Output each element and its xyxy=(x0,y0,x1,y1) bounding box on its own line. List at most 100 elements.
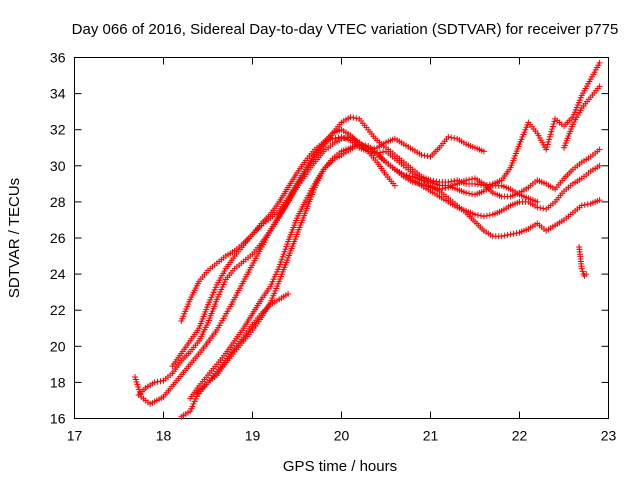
data-point xyxy=(480,213,487,220)
y-tick-label: 24 xyxy=(50,266,66,282)
data-point xyxy=(451,135,458,142)
x-tick-label: 19 xyxy=(245,428,261,444)
series-track-h xyxy=(561,83,603,151)
data-point xyxy=(469,191,476,198)
data-point xyxy=(280,251,287,258)
data-point xyxy=(596,162,603,169)
data-point xyxy=(549,126,556,133)
data-point xyxy=(507,231,514,238)
x-tick-label: 21 xyxy=(423,428,439,444)
x-tick-label: 20 xyxy=(334,428,350,444)
data-point xyxy=(546,133,553,140)
data-point xyxy=(278,256,285,263)
y-axis-label: SDTVAR / TECUs xyxy=(6,178,23,298)
data-point xyxy=(157,378,164,385)
data-point xyxy=(537,204,544,211)
data-point xyxy=(391,182,398,189)
data-point xyxy=(545,138,552,145)
data-point xyxy=(380,148,387,155)
data-point xyxy=(412,179,419,186)
y-tick-label: 22 xyxy=(50,302,66,318)
axis-ticks: 17 18 19 20 21 22 23 16 18 20 22 24 26 28 30 32 34 36 xyxy=(50,50,617,444)
data-markers xyxy=(132,59,603,420)
series-track-d xyxy=(178,141,603,420)
data-point xyxy=(480,182,487,189)
y-tick-label: 20 xyxy=(50,338,66,354)
data-point xyxy=(579,268,586,275)
data-point xyxy=(596,146,603,153)
data-point xyxy=(463,189,470,196)
data-point xyxy=(550,120,557,127)
data-point xyxy=(329,135,336,142)
data-point xyxy=(483,182,490,189)
data-point xyxy=(285,290,292,297)
plot-frame xyxy=(74,57,609,419)
data-point xyxy=(480,148,487,155)
data-point xyxy=(151,379,158,386)
y-tick-label: 18 xyxy=(50,374,66,390)
data-point xyxy=(283,243,290,250)
data-point xyxy=(504,231,511,238)
series-track-f xyxy=(196,290,292,397)
data-point xyxy=(445,133,452,140)
data-point xyxy=(400,171,407,178)
data-point xyxy=(534,198,541,205)
data-point xyxy=(448,134,455,141)
data-point xyxy=(534,204,541,211)
data-point xyxy=(282,246,289,253)
data-point xyxy=(551,118,558,125)
data-point xyxy=(483,212,490,219)
data-point xyxy=(332,135,339,142)
y-tick-label: 34 xyxy=(50,86,66,102)
data-point xyxy=(409,179,416,186)
x-tick-label: 18 xyxy=(156,428,172,444)
data-point xyxy=(277,258,284,265)
series-track-g xyxy=(135,59,603,399)
data-point xyxy=(486,212,493,219)
data-point xyxy=(281,248,288,255)
data-point xyxy=(472,211,478,218)
data-point xyxy=(353,115,360,122)
data-point xyxy=(335,134,342,141)
data-point xyxy=(350,114,357,121)
data-point xyxy=(596,59,603,66)
data-point xyxy=(544,141,551,148)
data-point xyxy=(498,233,505,240)
data-point xyxy=(284,241,291,248)
data-point xyxy=(424,178,431,185)
x-tick-label: 22 xyxy=(512,428,528,444)
data-point xyxy=(415,180,422,187)
data-point xyxy=(276,263,283,270)
series-track-j xyxy=(576,244,590,279)
data-point xyxy=(547,131,554,138)
data-point xyxy=(421,177,428,184)
data-point xyxy=(486,181,493,188)
data-point xyxy=(448,178,455,185)
data-point xyxy=(578,265,585,272)
series-track-e xyxy=(187,141,603,402)
data-point xyxy=(578,202,585,209)
data-point xyxy=(406,173,413,180)
data-point xyxy=(477,182,484,189)
data-point xyxy=(543,146,550,153)
y-tick-label: 30 xyxy=(50,158,66,174)
data-point xyxy=(583,271,590,278)
data-point xyxy=(548,128,555,135)
data-point xyxy=(466,190,473,197)
data-point xyxy=(371,145,378,152)
data-point xyxy=(279,253,286,260)
x-tick-label: 17 xyxy=(67,428,83,444)
data-point xyxy=(510,230,517,237)
y-tick-label: 28 xyxy=(50,194,66,210)
data-point xyxy=(418,151,425,158)
data-point xyxy=(277,261,284,268)
data-point xyxy=(549,123,556,130)
y-tick-label: 32 xyxy=(50,122,66,138)
data-point xyxy=(424,153,431,160)
series-track-i xyxy=(374,150,541,205)
data-point xyxy=(418,177,425,184)
data-point xyxy=(347,114,354,121)
data-point xyxy=(596,83,603,90)
data-point xyxy=(513,230,520,237)
